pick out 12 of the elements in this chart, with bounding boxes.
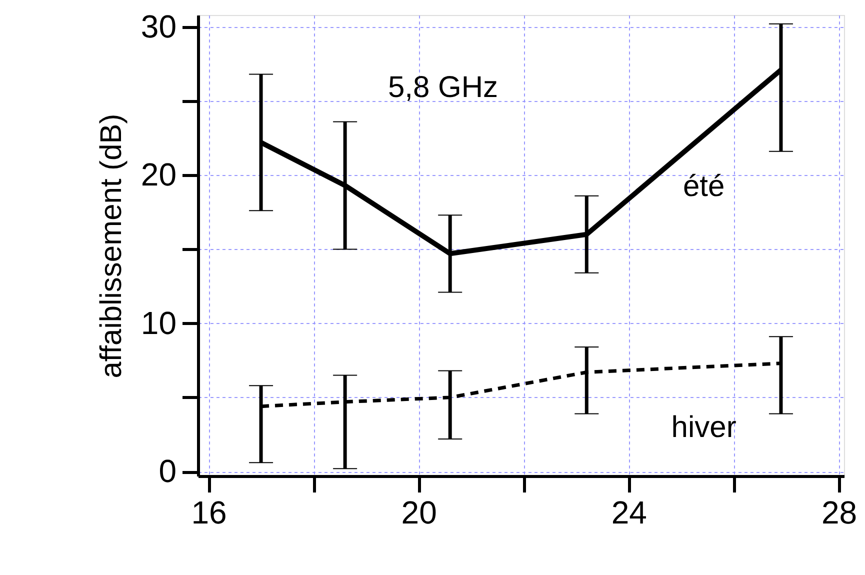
series-label: hiver <box>671 410 736 444</box>
y-axis-title: affaiblissement (dB) <box>94 114 128 378</box>
x-tick-label: 20 <box>401 494 437 530</box>
x-tick-label: 16 <box>191 494 227 530</box>
y-tick-label: 30 <box>140 8 176 44</box>
y-tick-label: 20 <box>140 156 176 193</box>
x-tick-label: 24 <box>611 494 647 530</box>
y-tick-label: 10 <box>140 304 176 341</box>
annotation: 5,8 GHz <box>388 71 498 104</box>
x-tick-label: 28 <box>821 494 858 530</box>
y-tick-label: 0 <box>158 453 176 490</box>
series-label: été <box>682 170 725 204</box>
